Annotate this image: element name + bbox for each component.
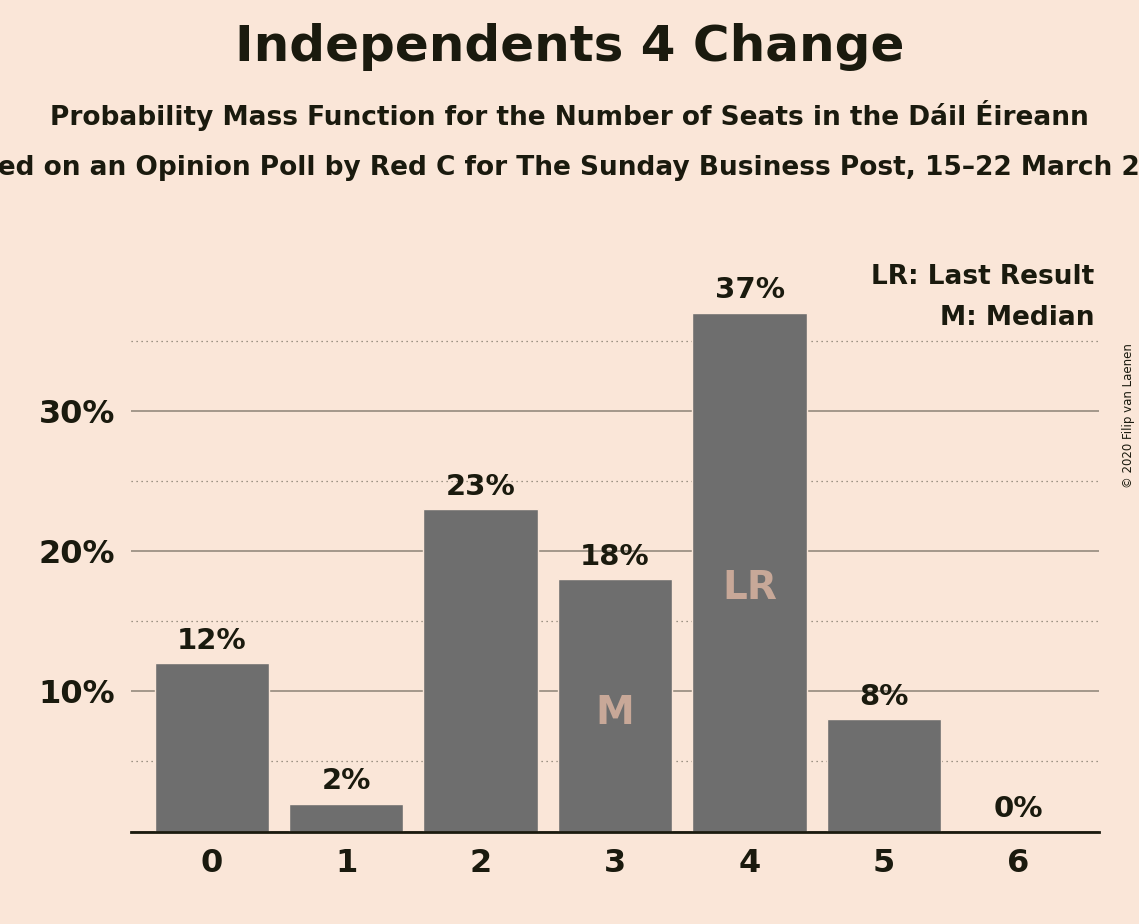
Text: 0%: 0% — [993, 796, 1043, 823]
Text: © 2020 Filip van Laenen: © 2020 Filip van Laenen — [1122, 344, 1136, 488]
Bar — [558, 579, 672, 832]
Bar — [424, 509, 538, 832]
Bar — [827, 720, 941, 832]
Bar — [693, 312, 806, 832]
Text: 2%: 2% — [321, 767, 371, 796]
Text: LR: Last Result: LR: Last Result — [871, 264, 1095, 290]
Text: Probability Mass Function for the Number of Seats in the Dáil Éireann: Probability Mass Function for the Number… — [50, 100, 1089, 131]
Bar — [155, 663, 269, 832]
Text: 18%: 18% — [580, 542, 650, 571]
Text: LR: LR — [722, 568, 777, 607]
Text: 23%: 23% — [445, 472, 516, 501]
Text: M: M — [596, 694, 634, 732]
Text: Independents 4 Change: Independents 4 Change — [235, 23, 904, 71]
Text: 37%: 37% — [714, 276, 785, 304]
Text: M: Median: M: Median — [940, 305, 1095, 331]
Text: 8%: 8% — [859, 683, 909, 711]
Text: Based on an Opinion Poll by Red C for The Sunday Business Post, 15–22 March 2018: Based on an Opinion Poll by Red C for Th… — [0, 155, 1139, 181]
Bar — [289, 804, 403, 832]
Text: 12%: 12% — [177, 626, 246, 655]
